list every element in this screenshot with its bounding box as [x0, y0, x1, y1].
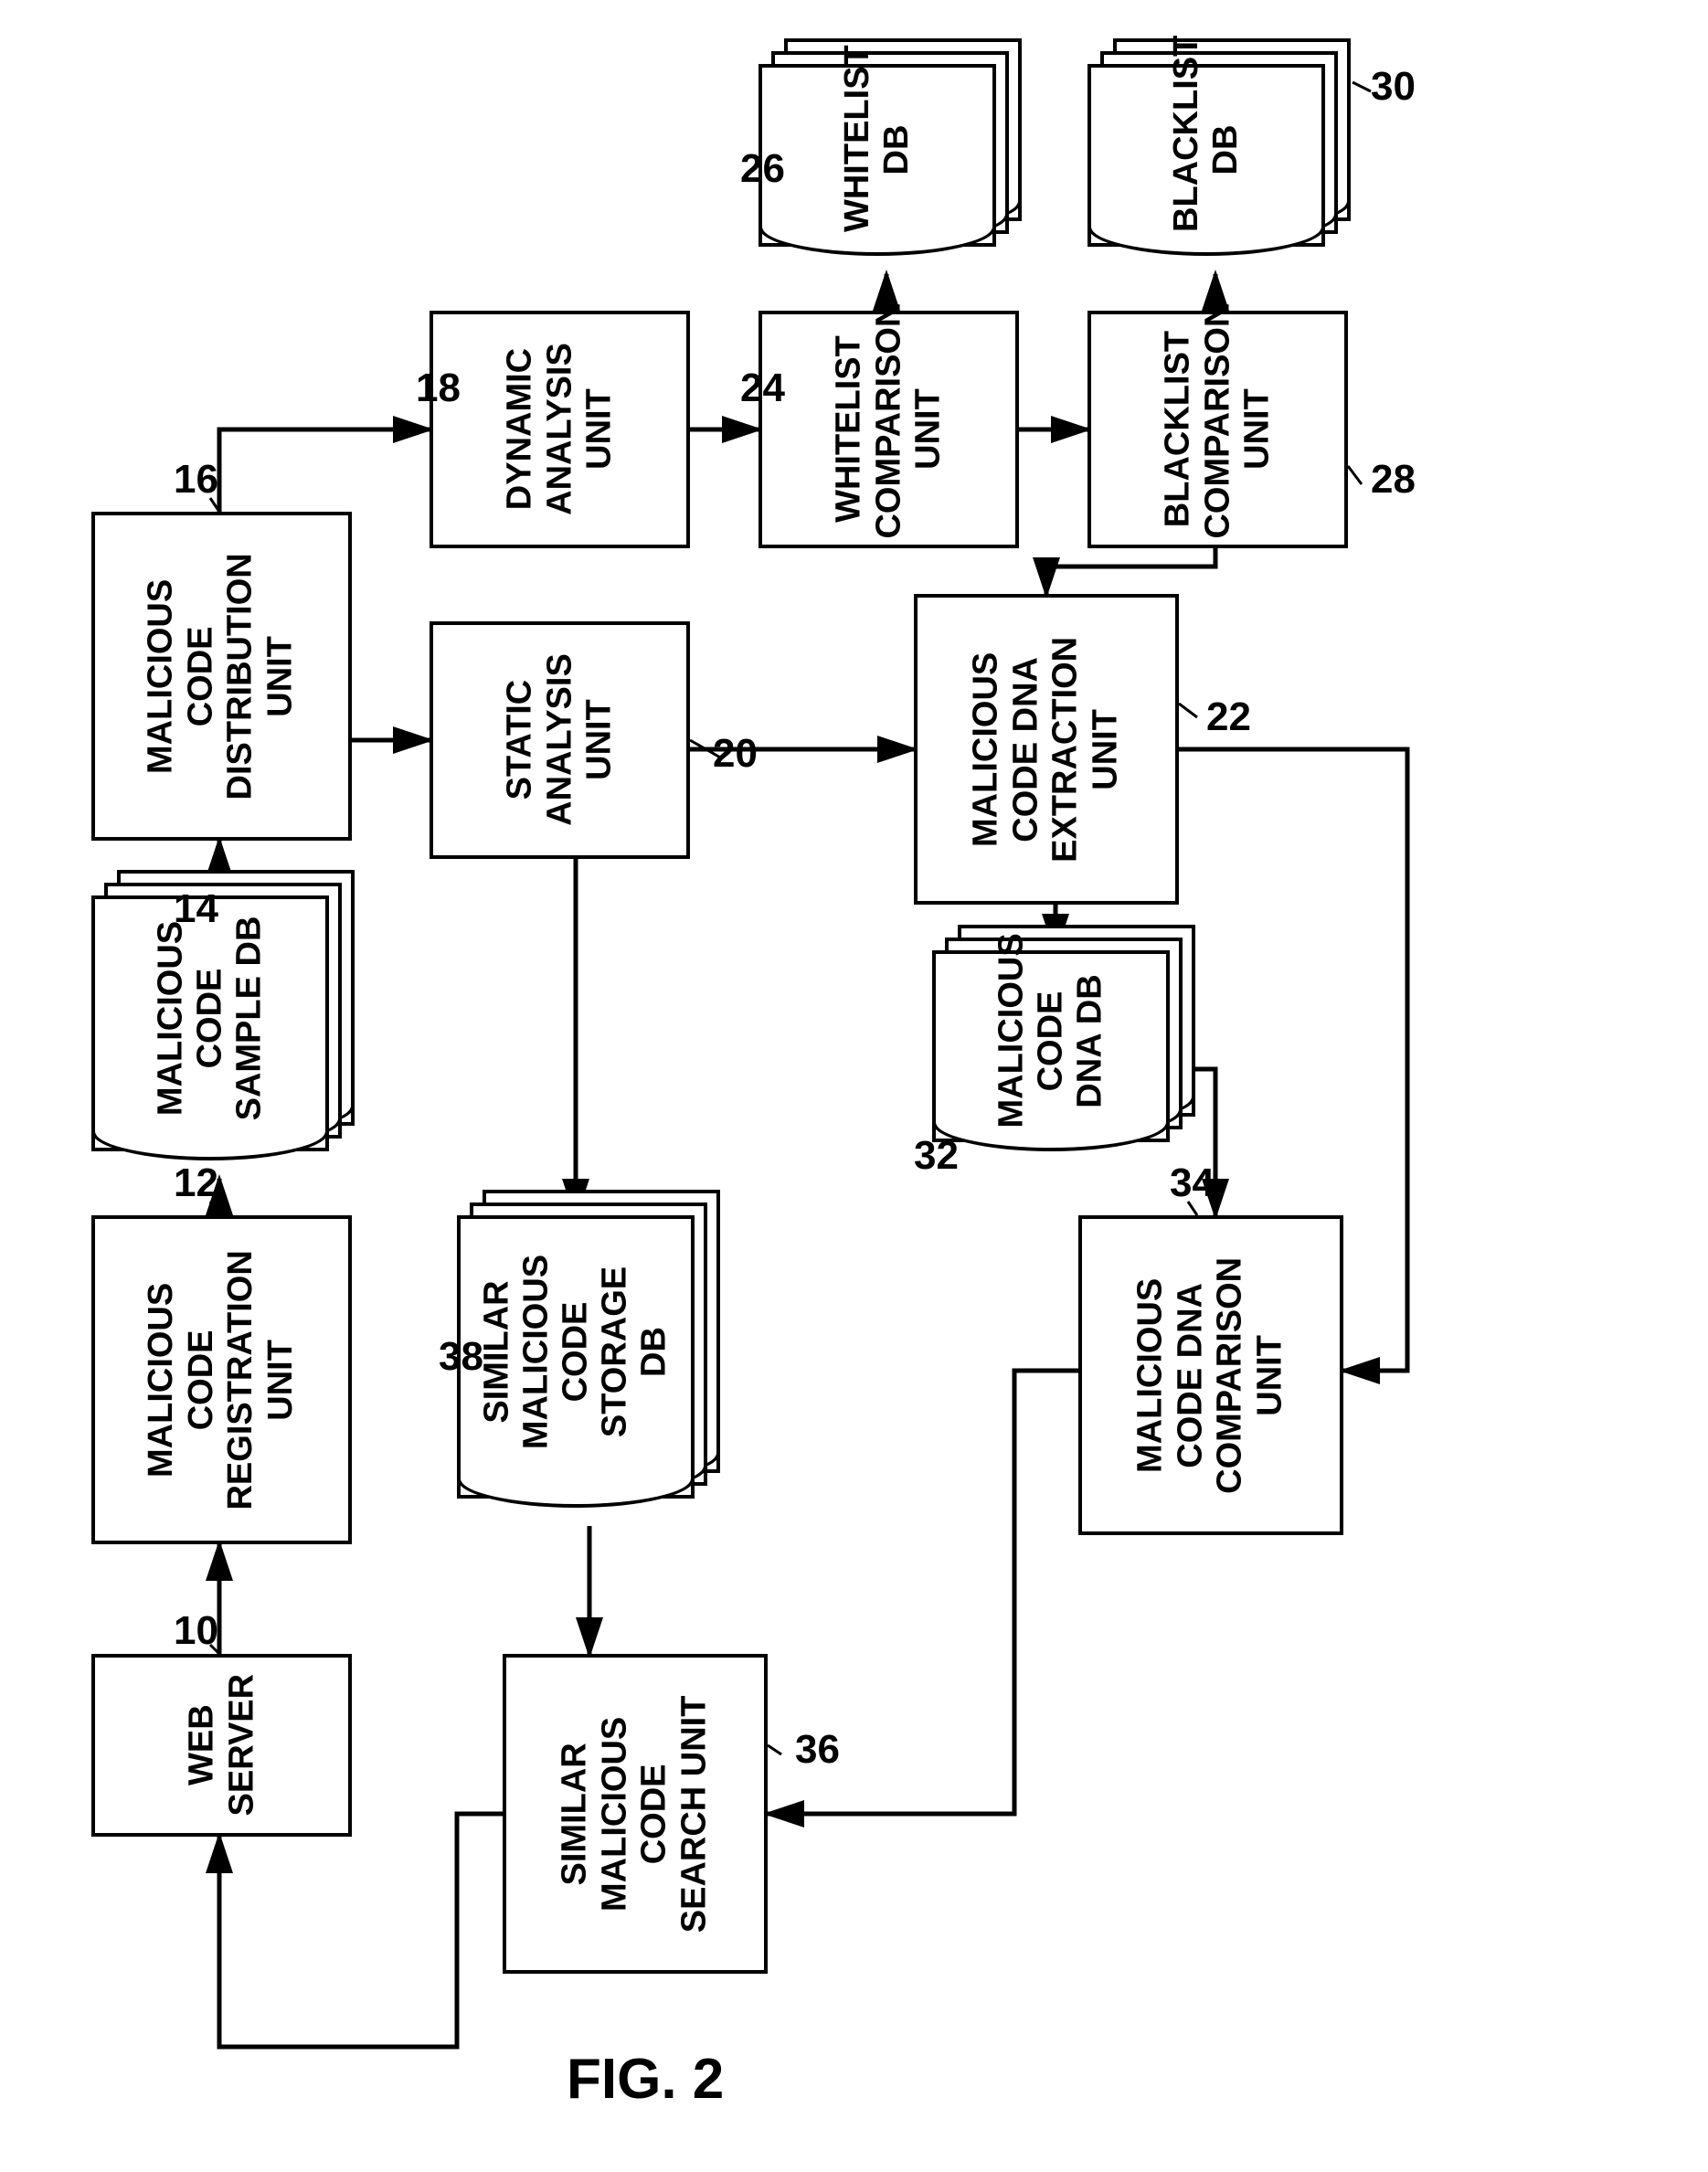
search_unit-box: SIMILAR MALICIOUS CODE SEARCH UNIT: [503, 1654, 768, 1974]
ref-label: 22: [1206, 694, 1251, 740]
storage_db-db: SIMILAR MALICIOUS CODE STORAGE DB: [457, 1215, 720, 1537]
ref-label: 10: [174, 1608, 218, 1654]
dyn_unit-box: DYNAMIC ANALYSIS UNIT: [430, 311, 690, 548]
bl_comp-box: BLACKLIST COMPARISON UNIT: [1087, 311, 1348, 548]
bl_db-db: BLACKLIST DB: [1087, 64, 1351, 285]
reg_unit-box: MALICIOUS CODE REGISTRATION UNIT: [91, 1215, 352, 1544]
web_server-box: WEB SERVER: [91, 1654, 352, 1837]
ref-label: 32: [914, 1133, 959, 1179]
sample_db-db: MALICIOUS CODE SAMPLE DB: [91, 895, 355, 1190]
ref-label: 36: [795, 1727, 840, 1773]
diagram-container: FIG. 2 WEB SERVER10 MALICIOUS CODE REGIST…: [37, 37, 1671, 2135]
ref-label: 20: [713, 731, 758, 777]
dist_unit-box: MALICIOUS CODE DISTRIBUTION UNIT: [91, 512, 352, 841]
ref-label: 16: [174, 457, 218, 503]
dna_ext-box: MALICIOUS CODE DNA EXTRACTION UNIT: [914, 594, 1179, 905]
ref-label: 26: [740, 146, 785, 192]
ref-label: 24: [740, 366, 785, 411]
wl_comp-box: WHITELIST COMPARISON UNIT: [759, 311, 1019, 548]
figure-label: FIG. 2: [567, 2047, 724, 2112]
ref-label: 30: [1371, 64, 1416, 110]
dna_db-db: MALICIOUS CODE DNA DB: [932, 950, 1195, 1181]
ref-label: 28: [1371, 457, 1416, 503]
wl_db-db: WHITELIST DB: [759, 64, 1022, 285]
dna_comp-box: MALICIOUS CODE DNA COMPARISON UNIT: [1078, 1215, 1343, 1535]
ref-label: 18: [416, 366, 461, 411]
static_unit-box: STATIC ANALYSIS UNIT: [430, 621, 690, 859]
